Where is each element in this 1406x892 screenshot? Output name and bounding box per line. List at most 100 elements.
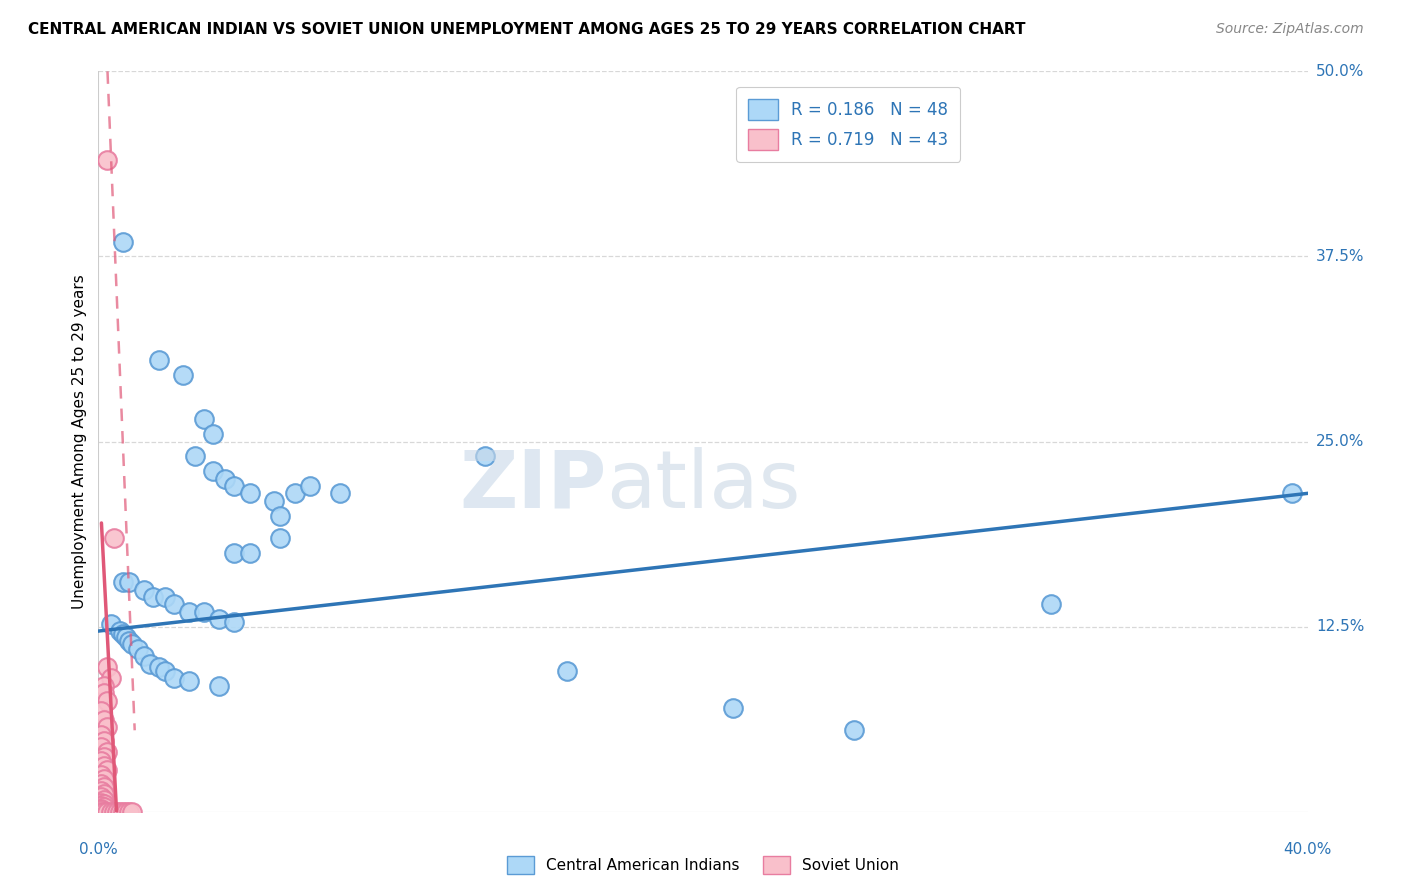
- Point: [96, 694, 118, 708]
- Point: [93, 800, 115, 814]
- Point: [93, 679, 115, 693]
- Point: [90, 767, 112, 781]
- Point: [193, 412, 215, 426]
- Point: [269, 531, 291, 545]
- Point: [93, 805, 115, 819]
- Text: Source: ZipAtlas.com: Source: ZipAtlas.com: [1216, 22, 1364, 37]
- Point: [93, 793, 115, 807]
- Point: [224, 479, 246, 493]
- Text: atlas: atlas: [606, 447, 800, 525]
- Point: [139, 657, 162, 671]
- Point: [114, 805, 136, 819]
- Point: [142, 590, 165, 604]
- Text: 12.5%: 12.5%: [1316, 619, 1364, 634]
- Point: [163, 598, 186, 612]
- Point: [1281, 486, 1303, 500]
- Point: [239, 546, 262, 560]
- Point: [103, 531, 125, 545]
- Text: 50.0%: 50.0%: [1316, 64, 1364, 78]
- Point: [214, 471, 236, 485]
- Point: [844, 723, 866, 738]
- Point: [111, 805, 134, 819]
- Point: [96, 805, 118, 819]
- Point: [93, 780, 115, 794]
- Point: [96, 764, 118, 778]
- Point: [90, 798, 112, 813]
- Point: [93, 733, 115, 747]
- Point: [202, 464, 225, 478]
- Point: [118, 634, 141, 648]
- Point: [90, 802, 112, 816]
- Point: [723, 701, 745, 715]
- Point: [179, 674, 201, 689]
- Point: [96, 659, 118, 673]
- Point: [108, 805, 131, 819]
- Point: [208, 679, 231, 693]
- Point: [118, 805, 141, 819]
- Point: [153, 664, 176, 678]
- Text: 25.0%: 25.0%: [1316, 434, 1364, 449]
- Text: 40.0%: 40.0%: [1284, 842, 1331, 857]
- Point: [153, 590, 176, 604]
- Point: [121, 805, 143, 819]
- Text: CENTRAL AMERICAN INDIAN VS SOVIET UNION UNEMPLOYMENT AMONG AGES 25 TO 29 YEARS C: CENTRAL AMERICAN INDIAN VS SOVIET UNION …: [28, 22, 1025, 37]
- Point: [96, 153, 118, 168]
- Point: [179, 605, 201, 619]
- Point: [93, 797, 115, 812]
- Point: [90, 728, 112, 742]
- Point: [96, 720, 118, 734]
- Point: [100, 805, 122, 819]
- Point: [100, 672, 122, 686]
- Point: [1039, 598, 1062, 612]
- Text: ZIP: ZIP: [458, 447, 606, 525]
- Point: [193, 605, 215, 619]
- Point: [96, 746, 118, 760]
- Point: [127, 641, 149, 656]
- Point: [184, 450, 207, 464]
- Point: [93, 759, 115, 773]
- Point: [90, 739, 112, 754]
- Text: 0.0%: 0.0%: [79, 842, 118, 857]
- Point: [90, 796, 112, 810]
- Point: [93, 713, 115, 727]
- Point: [90, 789, 112, 804]
- Point: [93, 787, 115, 801]
- Point: [269, 508, 291, 523]
- Point: [163, 672, 186, 686]
- Point: [93, 772, 115, 786]
- Point: [284, 486, 307, 500]
- Point: [111, 235, 134, 249]
- Point: [555, 664, 578, 678]
- Point: [263, 493, 285, 508]
- Point: [121, 637, 143, 651]
- Y-axis label: Unemployment Among Ages 25 to 29 years: Unemployment Among Ages 25 to 29 years: [72, 274, 87, 609]
- Point: [118, 575, 141, 590]
- Point: [474, 450, 496, 464]
- Point: [111, 627, 134, 641]
- Point: [224, 546, 246, 560]
- Point: [148, 353, 170, 368]
- Point: [111, 575, 134, 590]
- Point: [132, 649, 155, 664]
- Point: [132, 582, 155, 597]
- Point: [172, 368, 194, 382]
- Point: [114, 630, 136, 644]
- Point: [90, 776, 112, 790]
- Legend: R = 0.186   N = 48, R = 0.719   N = 43: R = 0.186 N = 48, R = 0.719 N = 43: [737, 87, 960, 161]
- Point: [105, 805, 128, 819]
- Point: [90, 803, 112, 817]
- Point: [208, 612, 231, 626]
- Point: [299, 479, 322, 493]
- Point: [90, 755, 112, 769]
- Point: [329, 486, 352, 500]
- Point: [202, 427, 225, 442]
- Point: [148, 659, 170, 673]
- Point: [90, 784, 112, 798]
- Point: [108, 624, 131, 638]
- Point: [90, 805, 112, 819]
- Point: [93, 686, 115, 700]
- Point: [90, 704, 112, 718]
- Legend: Central American Indians, Soviet Union: Central American Indians, Soviet Union: [501, 850, 905, 880]
- Point: [103, 805, 125, 819]
- Point: [239, 486, 262, 500]
